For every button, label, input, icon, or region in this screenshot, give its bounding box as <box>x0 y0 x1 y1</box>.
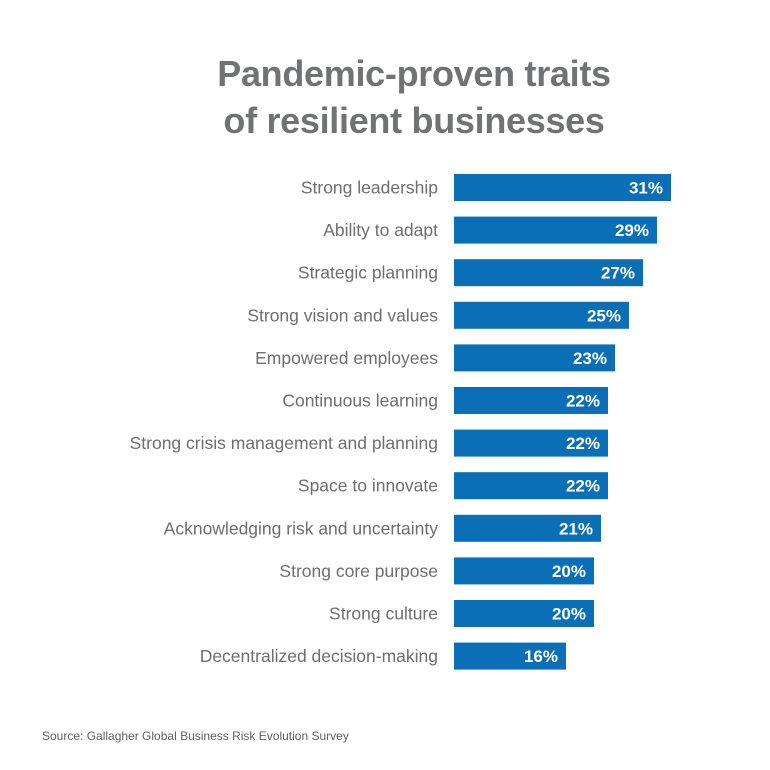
category-label: Strong vision and values <box>247 305 438 325</box>
bar-row: Strong vision and values 25% <box>247 301 629 329</box>
bar-row: Strong leadership 31% <box>301 174 671 201</box>
value-label: 29% <box>615 221 649 240</box>
category-label: Decentralized decision-making <box>200 646 438 666</box>
bar-row: Continuous learning 22% <box>282 387 608 414</box>
category-label: Strong leadership <box>301 178 438 198</box>
category-label: Continuous learning <box>282 391 438 411</box>
category-label: Strong culture <box>329 604 438 624</box>
chart-title-line-1: Pandemic-proven traits <box>217 53 611 94</box>
bar <box>454 344 615 372</box>
bar-row: Decentralized decision-making 16% <box>200 642 566 670</box>
value-label: 20% <box>552 605 586 624</box>
category-label: Strong crisis management and planning <box>130 433 438 453</box>
chart-title: Pandemic-proven traits of resilient busi… <box>0 50 770 144</box>
bar-row: Strategic planning 27% <box>298 259 643 287</box>
bar-row: Strong culture 20% <box>329 600 594 627</box>
bar-row: Strong crisis management and planning 22% <box>130 429 608 457</box>
value-label: 20% <box>552 562 586 581</box>
category-label: Strong core purpose <box>279 561 438 581</box>
bar <box>454 557 594 585</box>
chart-title-line-2: of resilient businesses <box>223 100 605 141</box>
bar-row: Ability to adapt 29% <box>323 216 657 244</box>
value-label: 22% <box>566 434 600 453</box>
value-label: 27% <box>601 264 635 283</box>
value-label: 16% <box>524 647 558 666</box>
bar <box>454 216 657 244</box>
bar-row: Empowered employees 23% <box>255 344 615 372</box>
source-note: Source: Gallagher Global Business Risk E… <box>42 729 349 743</box>
category-label: Ability to adapt <box>323 220 438 240</box>
bar-row: Acknowledging risk and uncertainty 21% <box>164 514 601 542</box>
bar <box>454 600 594 627</box>
value-label: 23% <box>573 349 607 368</box>
bar <box>454 429 608 457</box>
bar <box>454 259 643 287</box>
value-label: 25% <box>587 306 621 325</box>
value-label: 22% <box>566 392 600 411</box>
bar <box>454 642 566 670</box>
bar <box>454 174 671 201</box>
category-label: Space to innovate <box>298 476 438 496</box>
value-label: 31% <box>629 179 663 198</box>
bar <box>454 301 629 329</box>
bar-row: Strong core purpose 20% <box>279 557 594 585</box>
value-label: 22% <box>566 477 600 496</box>
category-label: Acknowledging risk and uncertainty <box>164 518 439 538</box>
category-label: Strategic planning <box>298 263 438 283</box>
bar <box>454 472 608 500</box>
bar <box>454 387 608 414</box>
value-label: 21% <box>559 519 593 538</box>
bar <box>454 514 601 542</box>
bar-row: Space to innovate 22% <box>298 472 608 500</box>
category-label: Empowered employees <box>255 348 438 368</box>
